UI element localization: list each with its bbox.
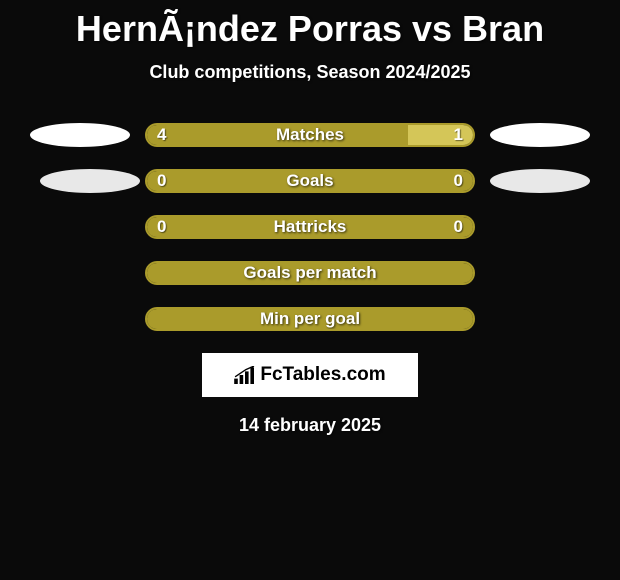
right-ellipse [490, 169, 590, 193]
chart-icon [234, 366, 256, 384]
logo-text: FcTables.com [260, 364, 385, 386]
stat-row: 00Hattricks [0, 215, 620, 239]
left-ellipse [30, 123, 130, 147]
right-ellipse-col [475, 169, 605, 193]
stat-bar: Min per goal [145, 307, 475, 331]
stat-bar: 00Goals [145, 169, 475, 193]
stat-bar: 41Matches [145, 123, 475, 147]
stat-bar: 00Hattricks [145, 215, 475, 239]
right-ellipse-col [475, 123, 605, 147]
stat-label: Goals [286, 171, 333, 191]
right-ellipse [490, 123, 590, 147]
stat-label: Goals per match [243, 263, 376, 283]
logo-box: FcTables.com [202, 353, 418, 397]
stat-label: Matches [276, 125, 344, 145]
left-ellipse-col [15, 169, 145, 193]
comparison-infographic: HernÃ¡ndez Porras vs Bran Club competiti… [0, 0, 620, 436]
stat-row: 00Goals [0, 169, 620, 193]
stat-row: 41Matches [0, 123, 620, 147]
date-text: 14 february 2025 [0, 415, 620, 436]
stat-bar: Goals per match [145, 261, 475, 285]
stat-rows-container: 41Matches00Goals00HattricksGoals per mat… [0, 123, 620, 331]
stat-label: Min per goal [260, 309, 360, 329]
stat-right-value: 1 [408, 125, 473, 145]
left-ellipse [40, 169, 140, 193]
subtitle: Club competitions, Season 2024/2025 [0, 62, 620, 83]
stat-row: Min per goal [0, 307, 620, 331]
stat-right-value: 0 [310, 171, 473, 191]
stat-label: Hattricks [274, 217, 347, 237]
left-ellipse-col [15, 123, 145, 147]
stat-row: Goals per match [0, 261, 620, 285]
main-title: HernÃ¡ndez Porras vs Bran [0, 8, 620, 50]
